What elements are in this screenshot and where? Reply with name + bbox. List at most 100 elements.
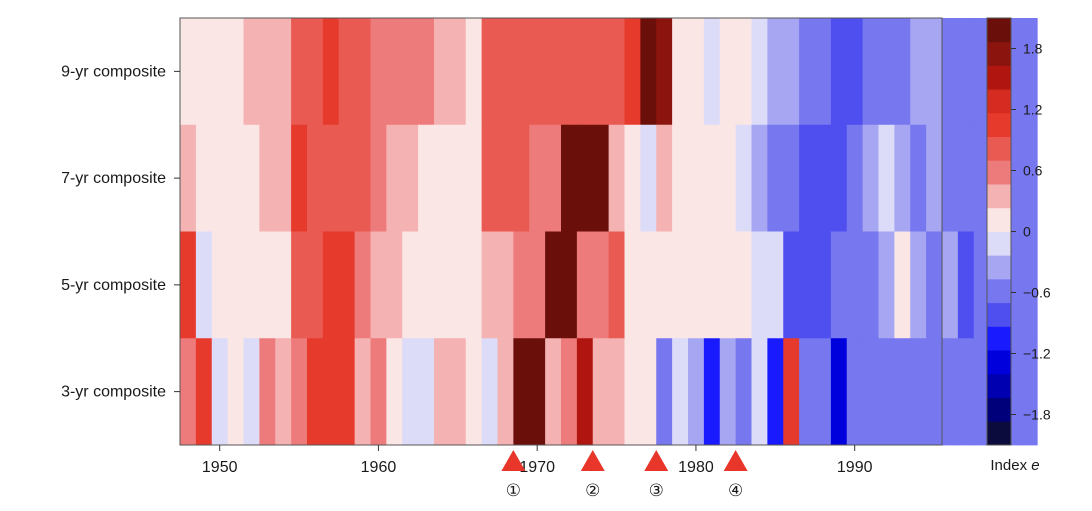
colorbar-segment — [987, 278, 1011, 304]
x-tick-label: 1980 — [678, 459, 714, 476]
heatmap-cell — [1021, 124, 1038, 232]
heatmap-cell — [640, 124, 657, 232]
heatmap-cell — [672, 124, 689, 232]
heatmap-cell — [1021, 18, 1038, 126]
x-tick-label: 1990 — [837, 459, 873, 476]
row-label: 3-yr composite — [61, 384, 166, 401]
heatmap-cell — [783, 18, 800, 126]
heatmap-cell — [465, 338, 483, 446]
heatmap-cell — [735, 124, 752, 232]
heatmap-cell — [354, 124, 371, 232]
heatmap-cell — [608, 338, 625, 446]
heatmap-cell — [370, 338, 387, 446]
colorbar-segment — [987, 350, 1011, 375]
colorbar-tick-label: 0 — [1023, 224, 1031, 240]
heatmap-cell — [481, 338, 498, 446]
heatmap-cell — [243, 231, 260, 339]
heatmap-cell — [307, 338, 324, 446]
heatmap-cell — [942, 18, 959, 126]
heatmap-cell — [354, 18, 371, 126]
heatmap-cell — [719, 18, 737, 126]
heatmap-cell — [640, 18, 657, 126]
heatmap-cell — [688, 338, 705, 446]
heatmap-cell — [434, 338, 451, 446]
heatmap-cell — [195, 231, 213, 339]
colorbar-segment — [987, 41, 1011, 66]
heatmap-cell — [465, 124, 483, 232]
heatmap-cell — [830, 231, 848, 339]
x-tick-label: 1960 — [361, 459, 397, 476]
heatmap-cell — [434, 18, 451, 126]
event-label: ② — [585, 481, 600, 500]
heatmap-cell — [815, 18, 832, 126]
heatmap-cell — [719, 124, 737, 232]
heatmap-cell — [894, 124, 911, 232]
row-label: 7-yr composite — [61, 170, 166, 187]
heatmap-cell — [561, 124, 578, 232]
heatmap-cell — [1021, 231, 1038, 339]
heatmap-cell — [735, 18, 752, 126]
heatmap-cell — [957, 18, 975, 126]
colorbar-segment — [987, 255, 1011, 280]
colorbar-label: Index e — [990, 457, 1039, 474]
heatmap-cell — [624, 124, 641, 232]
heatmap-cell — [243, 124, 260, 232]
heatmap-cell — [275, 18, 292, 126]
heatmap-cell — [545, 231, 562, 339]
heatmap-cell — [481, 231, 498, 339]
colorbar-tick-label: 1.2 — [1023, 102, 1043, 118]
heatmap-cell — [465, 18, 483, 126]
heatmap-cell — [608, 18, 625, 126]
heatmap-cell — [418, 231, 435, 339]
colorbar-segment — [987, 302, 1011, 327]
colorbar-label-symbol: e — [1031, 457, 1039, 474]
heatmap-cell — [656, 18, 673, 126]
heatmap-cell — [227, 124, 244, 232]
heatmap-cell — [878, 124, 895, 232]
heatmap-cell — [481, 18, 498, 126]
event-marker — [501, 450, 526, 471]
heatmap-cell — [815, 338, 832, 446]
heatmap-cell — [703, 231, 721, 339]
colorbar-segment — [987, 184, 1011, 209]
heatmap-cell — [656, 124, 673, 232]
heatmap-cell — [592, 18, 610, 126]
heatmap-cell — [703, 124, 721, 232]
heatmap-cell — [402, 124, 419, 232]
heatmap-cell — [434, 231, 451, 339]
heatmap-cell — [799, 18, 816, 126]
colorbar-segment — [987, 112, 1011, 138]
colorbar-tick-label: 0.6 — [1023, 163, 1043, 179]
heatmap-cell — [672, 231, 689, 339]
heatmap-cell — [418, 18, 435, 126]
heatmap-cell — [291, 18, 308, 126]
heatmap-cell — [942, 338, 959, 446]
heatmap-cell — [465, 231, 483, 339]
heatmap-cell — [402, 231, 419, 339]
heatmap-cell — [354, 231, 371, 339]
heatmap-cell — [592, 338, 610, 446]
heatmap-cell — [529, 338, 546, 446]
row-label: 5-yr composite — [61, 277, 166, 294]
event-marker — [644, 450, 669, 471]
heatmap-cell — [878, 231, 895, 339]
heatmap-cell — [783, 231, 800, 339]
heatmap-cell — [227, 18, 244, 126]
heatmap-cell — [561, 231, 578, 339]
heatmap-cell — [862, 231, 879, 339]
heatmap-cell — [307, 124, 324, 232]
heatmap-cell — [195, 18, 213, 126]
heatmap-cell — [688, 231, 705, 339]
row-label: 9-yr composite — [61, 63, 166, 80]
heatmap-cell — [973, 231, 991, 339]
heatmap-cell — [576, 124, 594, 232]
heatmap-cell — [640, 231, 657, 339]
heatmap-cell — [545, 338, 562, 446]
heatmap-cell — [910, 18, 927, 126]
heatmap-cell — [195, 338, 213, 446]
heatmap-cell — [449, 124, 467, 232]
colorbar-segment — [987, 326, 1011, 351]
heatmap-cell — [878, 338, 895, 446]
heatmap-cell — [529, 124, 546, 232]
heatmap-cell — [910, 124, 927, 232]
